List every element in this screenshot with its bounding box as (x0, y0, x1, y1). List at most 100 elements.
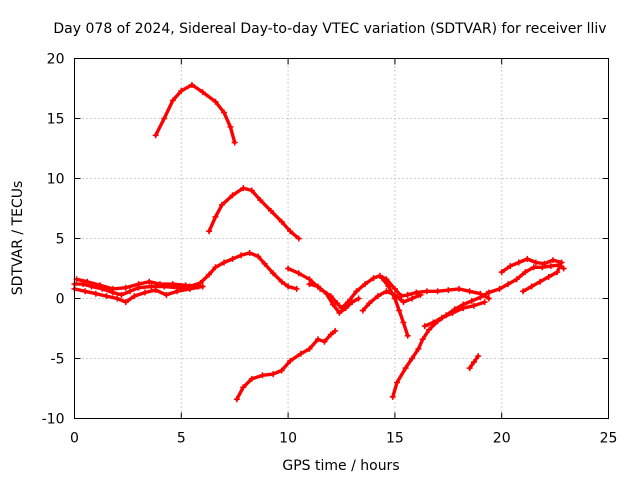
data-point-marker (560, 265, 567, 272)
data-point-marker (532, 259, 539, 266)
data-point-marker (426, 326, 433, 333)
data-point-marker (212, 213, 219, 220)
data-point-marker (218, 201, 225, 208)
data-point-marker (374, 293, 381, 300)
series-line (391, 292, 489, 399)
data-point-marker (174, 288, 181, 295)
y-tick-label: -5 (51, 352, 65, 368)
data-point-marker (485, 289, 492, 296)
data-point-marker (515, 259, 522, 266)
y-tick-label: 15 (47, 112, 65, 128)
x-tick-label: 10 (279, 431, 297, 447)
series-arc-e (73, 276, 202, 292)
data-point-marker (287, 357, 294, 364)
data-point-marker (206, 271, 213, 278)
data-point-marker (398, 293, 405, 300)
data-point-marker (229, 255, 236, 262)
data-point-marker (122, 284, 129, 291)
data-point-marker (520, 288, 527, 295)
data-point-marker (293, 285, 300, 292)
y-tick-label: -10 (42, 412, 65, 428)
data-point-marker (285, 265, 292, 272)
data-point-marker (278, 218, 285, 225)
data-point-marker (417, 291, 424, 298)
data-point-marker (466, 365, 473, 372)
data-point-marker (404, 291, 411, 298)
data-point-marker (270, 270, 277, 277)
data-point-marker (240, 384, 247, 391)
data-point-marker (169, 97, 176, 104)
data-point-marker (408, 295, 415, 302)
data-point-marker (558, 259, 565, 266)
series-line (307, 282, 361, 315)
data-point-marker (231, 139, 238, 146)
data-point-marker (257, 197, 264, 204)
data-point-marker (206, 228, 213, 235)
data-point-marker (212, 264, 219, 271)
data-point-marker (315, 283, 322, 290)
data-point-marker (445, 287, 452, 294)
data-point-marker (419, 336, 426, 343)
data-point-marker (400, 319, 407, 326)
data-point-marker (82, 288, 89, 295)
x-tick-label: 0 (70, 431, 79, 447)
data-point-marker (394, 379, 401, 386)
y-tick-label: 5 (56, 232, 65, 248)
data-point-marker (334, 300, 341, 307)
data-point-marker (396, 307, 403, 314)
series-line (153, 83, 237, 145)
data-point-marker (455, 285, 462, 292)
data-point-marker (161, 115, 168, 122)
data-point-marker (270, 371, 277, 378)
data-point-marker (477, 294, 484, 301)
data-point-marker (127, 288, 134, 295)
data-point-marker (163, 291, 170, 298)
data-point-marker (255, 253, 262, 260)
data-point-marker (141, 289, 148, 296)
data-point-marker (415, 345, 422, 352)
data-point-marker (329, 301, 336, 308)
series-arc-l (421, 299, 488, 330)
data-point-marker (268, 207, 275, 214)
data-series (71, 81, 567, 403)
data-point-marker (295, 270, 302, 277)
plot-frame (74, 58, 609, 419)
data-point-marker (554, 269, 561, 276)
data-point-marker (246, 249, 253, 256)
data-point-marker (421, 323, 428, 330)
series-arc-o (498, 255, 565, 295)
y-axis-label: SDTVAR / TECUs (10, 181, 26, 296)
data-point-marker (169, 281, 176, 288)
data-point-marker (413, 289, 420, 296)
data-point-marker (507, 263, 514, 270)
data-point-marker (240, 185, 247, 192)
data-point-marker (389, 393, 396, 400)
data-point-marker (327, 331, 334, 338)
data-point-marker (342, 305, 349, 312)
data-point-marker (537, 278, 544, 285)
data-point-marker (156, 281, 163, 288)
data-point-marker (513, 276, 520, 283)
x-tick-label: 15 (386, 431, 404, 447)
data-point-marker (522, 269, 529, 276)
data-point-marker (227, 123, 234, 130)
data-point-marker (524, 255, 531, 262)
data-point-marker (178, 87, 185, 94)
data-point-marker (366, 300, 373, 307)
chart-title: Day 078 of 2024, Sidereal Day-to-day VTE… (53, 21, 606, 37)
data-point-marker (539, 264, 546, 271)
data-point-marker (238, 252, 245, 259)
data-point-marker (295, 235, 302, 242)
data-point-marker (321, 338, 328, 345)
series-line (487, 263, 566, 295)
data-point-marker (353, 288, 360, 295)
data-point-marker (315, 336, 322, 343)
data-point-marker (391, 285, 398, 292)
data-point-marker (402, 365, 409, 372)
series-arc-n (485, 261, 567, 296)
series-arc-g (306, 281, 362, 316)
data-point-marker (182, 282, 189, 289)
data-point-marker (332, 327, 339, 334)
data-point-marker (434, 288, 441, 295)
